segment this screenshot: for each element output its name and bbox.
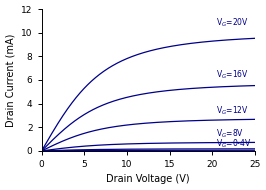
Text: V$_G$=0-4V: V$_G$=0-4V: [217, 138, 252, 150]
Text: V$_G$=16V: V$_G$=16V: [217, 68, 249, 81]
Text: V$_G$=20V: V$_G$=20V: [217, 17, 249, 29]
Text: V$_G$=8V: V$_G$=8V: [217, 128, 244, 140]
Y-axis label: Drain Current (mA): Drain Current (mA): [6, 33, 15, 127]
X-axis label: Drain Voltage (V): Drain Voltage (V): [106, 174, 190, 184]
Text: V$_G$=12V: V$_G$=12V: [217, 104, 249, 117]
